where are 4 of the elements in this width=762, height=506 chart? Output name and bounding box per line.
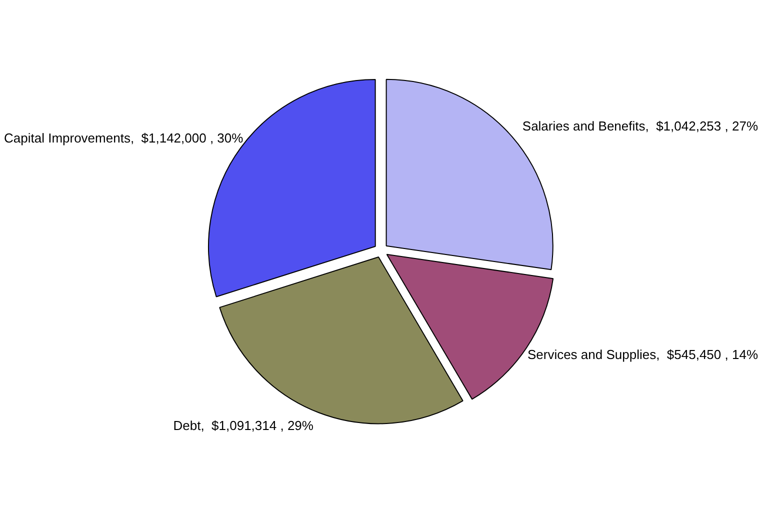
slice-label: Services and Supplies, $545,450 , 14%: [527, 347, 758, 362]
slice-label: Debt, $1,091,314 , 29%: [173, 418, 314, 434]
slice-label: Capital Improvements, $1,142,000 , 30%: [4, 130, 244, 146]
slice-label: Salaries and Benefits, $1,042,253 , 27%: [522, 118, 758, 134]
